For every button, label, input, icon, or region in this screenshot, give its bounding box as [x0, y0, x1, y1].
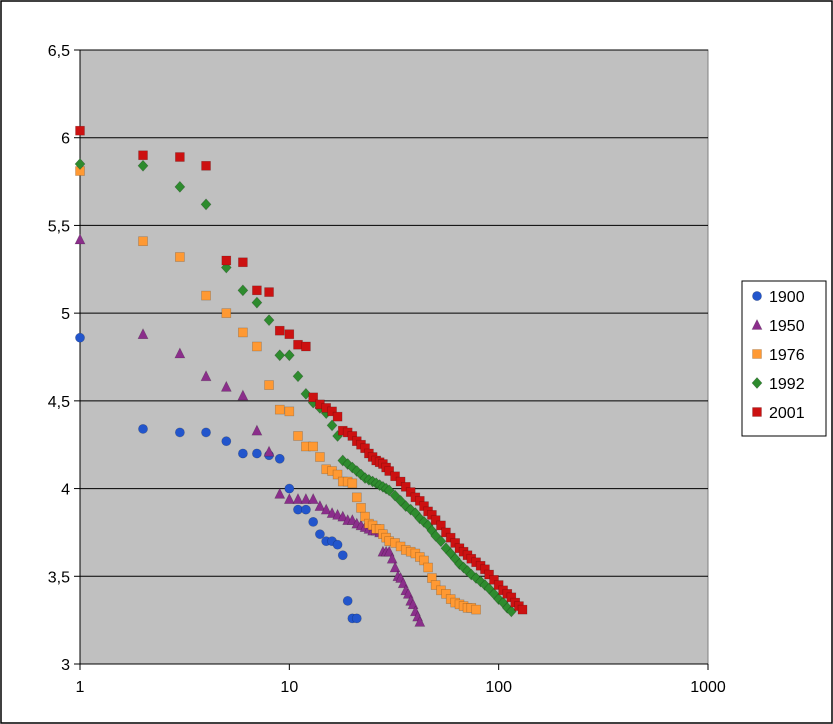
data-point-1976	[202, 291, 211, 300]
y-tick-label: 3,5	[48, 569, 70, 586]
data-point-1900	[252, 449, 261, 458]
data-point-2001	[275, 326, 284, 335]
data-point-2001	[252, 286, 261, 295]
data-point-1900	[175, 428, 184, 437]
data-point-2001	[333, 412, 342, 421]
legend-label: 2001	[769, 405, 805, 422]
legend-label: 1900	[769, 289, 805, 306]
x-tick-label: 1	[76, 679, 85, 696]
data-point-2001	[175, 153, 184, 162]
data-point-2001	[265, 288, 274, 297]
data-point-1976	[175, 253, 184, 262]
data-point-1900	[275, 454, 284, 463]
data-point-1976	[238, 328, 247, 337]
data-point-2001	[222, 256, 231, 265]
y-tick-label: 3	[61, 657, 70, 674]
data-point-1900	[309, 517, 318, 526]
legend-marker-2001	[753, 408, 762, 417]
data-point-1900	[285, 484, 294, 493]
legend-marker-1900	[752, 291, 761, 300]
data-point-1976	[285, 407, 294, 416]
y-tick-label: 5,5	[48, 218, 70, 235]
data-point-2001	[238, 258, 247, 267]
data-point-1900	[301, 505, 310, 514]
data-point-2001	[202, 161, 211, 170]
data-point-1976	[139, 237, 148, 246]
data-point-1976	[357, 503, 366, 512]
data-point-1976	[293, 431, 302, 440]
data-point-1976	[252, 342, 261, 351]
data-point-1976	[265, 381, 274, 390]
data-point-1900	[238, 449, 247, 458]
y-tick-label: 4	[61, 482, 70, 499]
y-tick-label: 6,5	[48, 43, 70, 60]
y-tick-label: 4,5	[48, 394, 70, 411]
data-point-1976	[352, 493, 361, 502]
legend: 1900 1950 1976 1992 2001	[742, 281, 826, 436]
data-point-1900	[343, 596, 352, 605]
data-point-1976	[309, 442, 318, 451]
data-point-1976	[472, 605, 481, 614]
data-point-1976	[315, 452, 324, 461]
data-point-1900	[75, 333, 84, 342]
data-point-2001	[139, 151, 148, 160]
data-point-2001	[285, 330, 294, 339]
data-point-1976	[222, 309, 231, 318]
legend-label: 1992	[769, 376, 805, 393]
legend-marker-1976	[753, 350, 762, 359]
data-point-1900	[338, 551, 347, 560]
y-tick-label: 6	[61, 131, 70, 148]
legend-label: 1950	[769, 318, 805, 335]
data-point-2001	[76, 126, 85, 135]
data-point-1976	[424, 563, 433, 572]
data-point-1900	[352, 614, 361, 623]
data-point-1900	[222, 437, 231, 446]
data-point-1900	[333, 540, 342, 549]
y-tick-label: 5	[61, 306, 70, 323]
data-point-2001	[301, 342, 310, 351]
data-point-1976	[275, 405, 284, 414]
x-tick-label: 10	[280, 679, 298, 696]
data-point-1900	[138, 424, 147, 433]
x-tick-label: 100	[485, 679, 512, 696]
data-point-1900	[201, 428, 210, 437]
legend-label: 1976	[769, 347, 805, 364]
data-point-1976	[348, 479, 357, 488]
x-tick-label: 1000	[690, 679, 726, 696]
data-point-2001	[518, 605, 527, 614]
